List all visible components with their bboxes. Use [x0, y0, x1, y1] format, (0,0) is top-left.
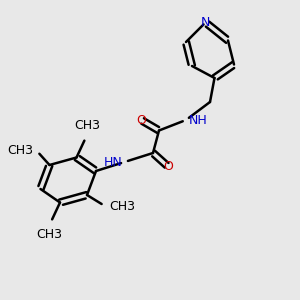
Text: CH3: CH3 — [37, 228, 62, 241]
Text: CH3: CH3 — [7, 143, 33, 157]
Text: NH: NH — [188, 113, 207, 127]
Text: CH3: CH3 — [110, 200, 136, 214]
Text: CH3: CH3 — [74, 119, 100, 132]
Text: HN: HN — [103, 155, 122, 169]
Text: O: O — [136, 113, 146, 127]
Text: O: O — [163, 160, 173, 173]
Text: N: N — [201, 16, 210, 29]
